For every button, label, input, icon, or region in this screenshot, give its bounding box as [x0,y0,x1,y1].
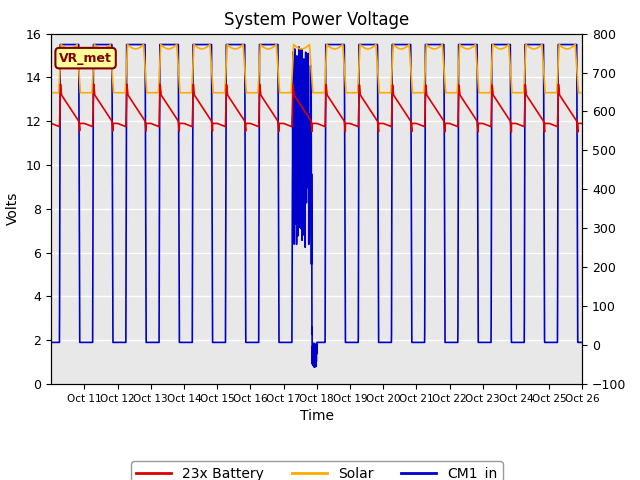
Title: System Power Voltage: System Power Voltage [224,11,410,29]
X-axis label: Time: Time [300,409,334,423]
Text: VR_met: VR_met [59,52,112,65]
Y-axis label: Volts: Volts [6,192,20,226]
Legend: 23x Battery, Solar, CM1_in: 23x Battery, Solar, CM1_in [131,461,502,480]
